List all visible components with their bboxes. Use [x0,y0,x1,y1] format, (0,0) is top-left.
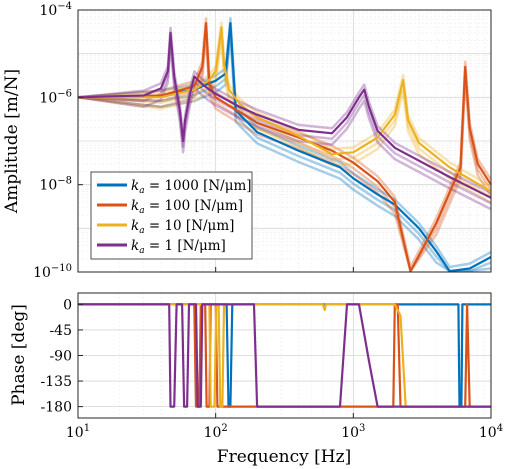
amplitude-y-tick-label: 10−10 [33,263,72,281]
amplitude-plot: 10−4 10−6 10−8 10−10 Amplitude [m/N] [2,1,493,281]
amplitude-y-tick-label: 10−8 [39,176,72,194]
phase-y-tick-label: 0 [63,297,72,313]
legend-entry-label: ka = 100 [N/μm] [131,198,243,216]
amplitude-y-axis-label: Amplitude [m/N] [2,69,22,214]
amplitude-series-line [78,26,492,193]
legend: ka = 1000 [N/μm] ka = 100 [N/μm] ka = 10 [… [90,171,253,260]
amplitude-ticks: 10−4 10−6 10−8 10−10 [33,1,492,281]
phase-ticks: 0 -45 -90 -135 -180 101 102 103 104 [41,297,504,441]
phase-series-line [78,303,491,408]
amplitude-y-tick-label: 10−4 [39,1,72,19]
x-tick-label: 104 [479,423,503,441]
x-tick-label: 101 [66,423,90,441]
amplitude-axes-frame [77,9,492,273]
phase-y-tick-label: -45 [49,323,72,339]
legend-entry-label: ka = 1000 [N/μm] [131,178,252,196]
phase-y-tick-label: -135 [41,374,72,390]
phase-y-tick-label: -180 [41,400,72,416]
amplitude-y-tick-label: 10−6 [39,88,72,106]
phase-lines [78,303,491,408]
legend-entry-label: ka = 10 [N/μm] [131,218,234,236]
x-tick-label: 102 [204,423,228,441]
amplitude-series-line [77,22,492,273]
amplitude-lines [77,16,493,273]
phase-y-axis-label: Phase [deg] [9,304,29,406]
amplitude-series-line [77,22,492,273]
legend-entry-label: ka = 1 [N/μm] [131,238,226,256]
legend-items: ka = 1000 [N/μm] ka = 100 [N/μm] ka = 10 [… [97,178,252,256]
phase-y-tick-label: -90 [49,349,72,365]
amplitude-series-line-faded [77,33,492,273]
x-axis-label: Frequency [Hz] [217,447,351,467]
amplitude-series-line [77,31,492,199]
x-tick-label: 103 [341,423,365,441]
